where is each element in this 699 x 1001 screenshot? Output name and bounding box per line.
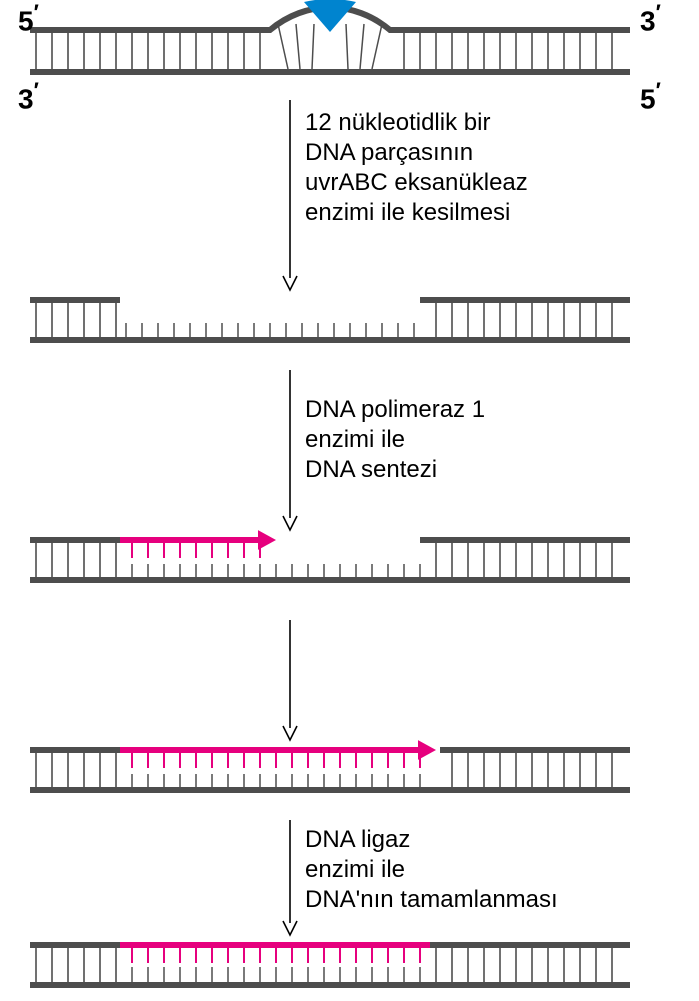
step-1-label: 12 nükleotidlik bir DNA parçasının uvrAB… bbox=[305, 108, 528, 228]
step-4-label: DNA ligaz enzimi ile DNA'nın tamamlanmas… bbox=[305, 825, 558, 915]
diagram-canvas: 5′ 3′ 3′ 5′ 12 nükleotidlik bir DNA parç… bbox=[0, 0, 699, 1001]
step-2-label: DNA polimeraz 1 enzimi ile DNA sentezi bbox=[305, 395, 485, 485]
three-prime-top-right: 3′ bbox=[640, 0, 661, 37]
three-prime-bottom-left: 3′ bbox=[18, 78, 39, 115]
five-prime-top-left: 5′ bbox=[18, 0, 39, 37]
five-prime-bottom-right: 5′ bbox=[640, 78, 661, 115]
